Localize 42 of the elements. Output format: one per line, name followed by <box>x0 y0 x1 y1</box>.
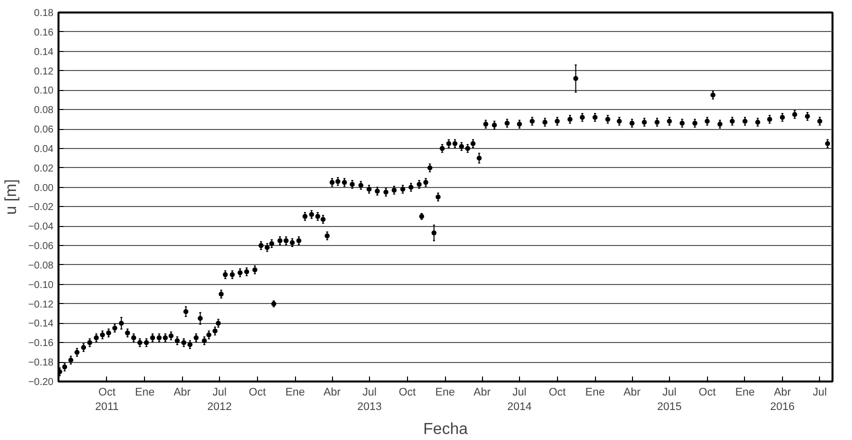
y-tick-label: −0.08 <box>28 260 54 272</box>
x-tick-label: Jul 2013 <box>357 386 382 413</box>
y-tick-label: −0.16 <box>28 338 54 350</box>
x-tick-label: Oct 2011 <box>95 386 119 413</box>
x-tick-label: Abr <box>474 386 491 398</box>
y-tick-label: 0.18 <box>34 8 54 19</box>
x-tick-label: Oct <box>398 386 416 398</box>
x-tick-label: Oct <box>548 386 566 398</box>
y-tick-label: 0.02 <box>34 163 54 174</box>
x-tick-label: Ene <box>585 386 605 398</box>
x-tick-label: Oct <box>698 386 716 398</box>
y-tick-label: −0.10 <box>28 280 54 291</box>
y-tick-label: −0.18 <box>28 358 54 369</box>
y-tick-label: −0.06 <box>28 241 54 252</box>
y-tick-label: −0.12 <box>28 299 54 310</box>
y-tick-label: 0.06 <box>34 124 54 136</box>
x-tick-label: Ene <box>735 386 755 398</box>
y-tick-label: 0.12 <box>34 66 54 78</box>
x-tick-label: Abr <box>324 386 342 398</box>
y-tick-label: 0.04 <box>34 144 54 155</box>
x-tick-label: Jul 2014 <box>507 386 532 413</box>
x-tick-label: Ene <box>285 386 305 398</box>
x-tick-label: Ene <box>435 386 455 398</box>
y-tick-label: −0.14 <box>28 318 54 330</box>
x-tick-label: Abr <box>623 386 641 398</box>
x-tick-label: Jul 2015 <box>657 386 682 413</box>
y-tick-label: −0.02 <box>28 202 54 214</box>
x-tick-label: Jul 2012 <box>207 386 232 413</box>
x-tick-label: Jul <box>812 386 827 398</box>
y-tick-label: 0.00 <box>34 182 54 194</box>
y-tick-label: 0.16 <box>34 27 54 38</box>
y-tick-label: −0.04 <box>28 222 54 233</box>
x-tick-label: Abr <box>174 386 192 398</box>
x-axis-title: Fecha <box>423 420 468 438</box>
x-tick-label: Oct <box>248 386 266 398</box>
x-tick-label: Ene <box>134 386 155 398</box>
y-tick-label: 0.14 <box>34 46 54 58</box>
y-tick-label: −0.20 <box>28 377 54 388</box>
x-tick-label: Abr 2016 <box>770 386 795 413</box>
y-tick-label: 0.10 <box>34 86 54 97</box>
y-axis-title: u [m] <box>3 179 20 215</box>
y-tick-label: 0.08 <box>34 105 54 116</box>
